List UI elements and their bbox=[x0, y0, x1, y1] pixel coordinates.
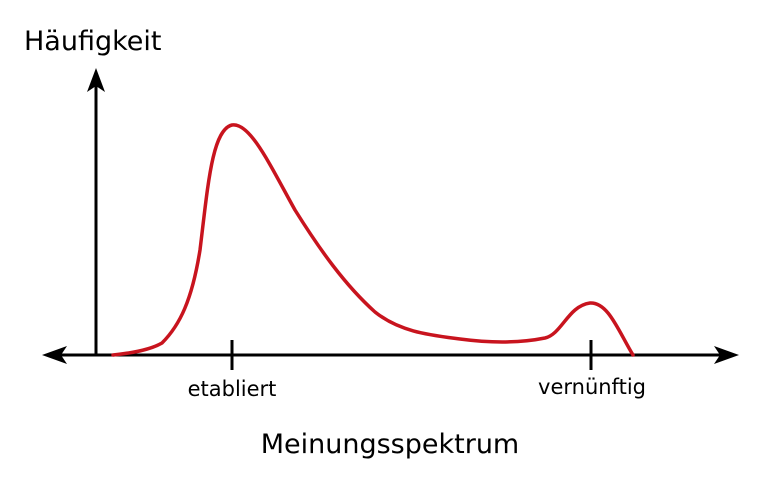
distribution-curve bbox=[111, 123, 635, 357]
tick-label-vernuenftig: vernünftig bbox=[538, 375, 646, 399]
y-axis-label: Häufigkeit bbox=[24, 26, 161, 57]
tick-label-etabliert: etabliert bbox=[188, 377, 277, 401]
x-axis-label: Meinungsspektrum bbox=[261, 429, 520, 460]
x-axis-left-arrowhead-icon bbox=[42, 346, 67, 364]
y-axis-arrowhead-icon bbox=[87, 68, 105, 92]
x-axis-right-arrowhead-icon bbox=[714, 346, 739, 364]
x-axis bbox=[42, 346, 739, 364]
y-axis bbox=[87, 68, 105, 355]
